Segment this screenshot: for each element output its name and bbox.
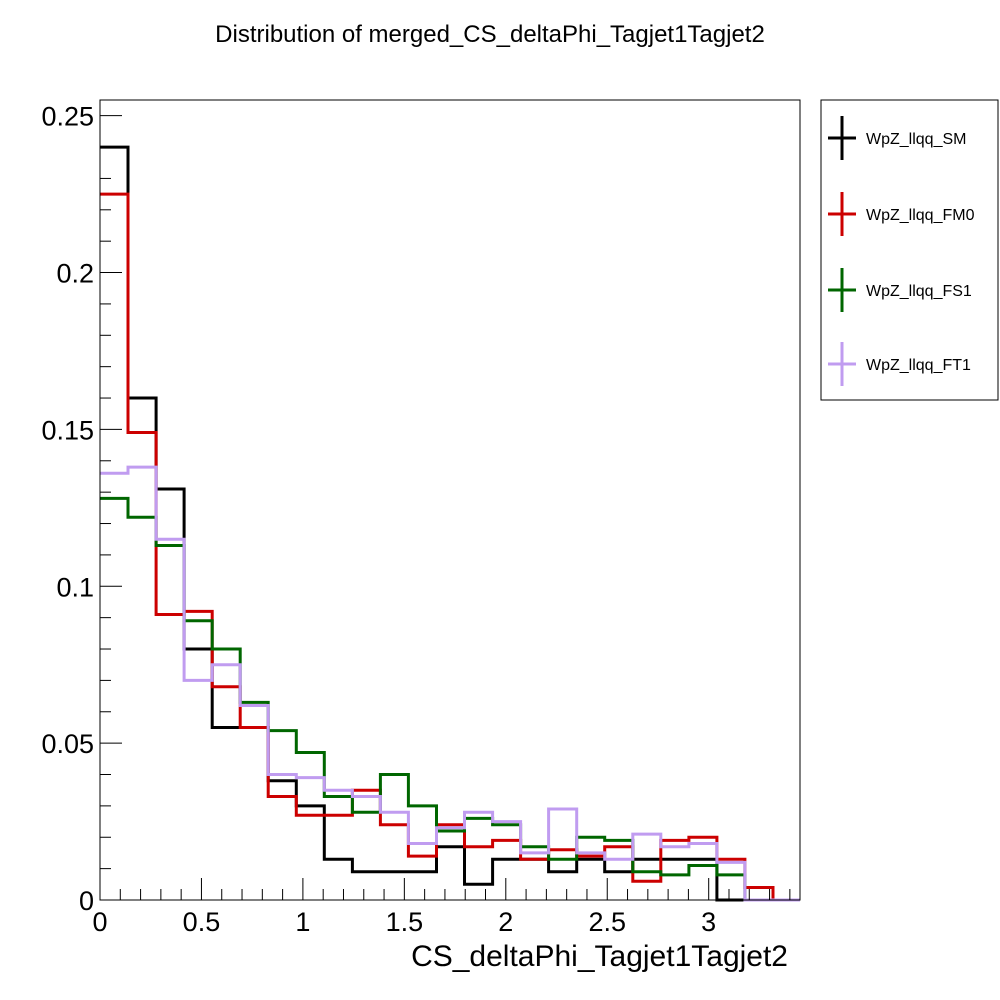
y-tick-label: 0: [79, 886, 94, 916]
series-line-1: [100, 192, 800, 902]
plot-frame: [99, 99, 801, 901]
legend-label: WpZ_llqq_FT1: [866, 357, 971, 374]
y-axis: 0 0.05 0.1 0.15 0.2 0.25: [41, 102, 122, 916]
series-line-2: [100, 496, 800, 902]
x-tick-label: 2: [498, 907, 513, 937]
y-tick-label: 0.05: [41, 729, 94, 759]
y-tick-label: 0.15: [41, 415, 94, 445]
x-axis: 0 0.5 1 1.5 2 2.5 3: [92, 878, 791, 937]
x-tick-label: 0.5: [183, 907, 221, 937]
x-tick-label: 3: [701, 907, 716, 937]
series-line-3: [100, 465, 800, 902]
y-tick-label: 0.25: [41, 102, 94, 132]
legend-entry-2: WpZ_llqq_FS1: [828, 268, 972, 312]
legend-box: [820, 99, 999, 401]
x-tick-label: 2.5: [588, 907, 626, 937]
series-line-0: [100, 145, 800, 902]
legend: WpZ_llqq_SM WpZ_llqq_FM0 WpZ_llqq_FS1 WpZ_l…: [820, 99, 999, 401]
chart-title: Distribution of merged_CS_deltaPhi_Tagje…: [215, 21, 765, 48]
y-tick-label: 0.1: [56, 572, 94, 602]
legend-entry-1: WpZ_llqq_FM0: [828, 192, 975, 236]
series-layer: [100, 145, 800, 902]
y-tick-label: 0.2: [56, 259, 94, 289]
x-axis-label: CS_deltaPhi_Tagjet1Tagjet2: [411, 940, 788, 973]
x-tick-label: 0: [92, 907, 107, 937]
x-tick-label: 1.5: [386, 907, 424, 937]
legend-entry-0: WpZ_llqq_SM: [828, 116, 966, 160]
legend-label: WpZ_llqq_SM: [866, 131, 966, 148]
legend-entry-3: WpZ_llqq_FT1: [828, 342, 971, 386]
x-tick-label: 1: [295, 907, 310, 937]
legend-label: WpZ_llqq_FM0: [866, 207, 975, 224]
legend-label: WpZ_llqq_FS1: [866, 283, 972, 300]
